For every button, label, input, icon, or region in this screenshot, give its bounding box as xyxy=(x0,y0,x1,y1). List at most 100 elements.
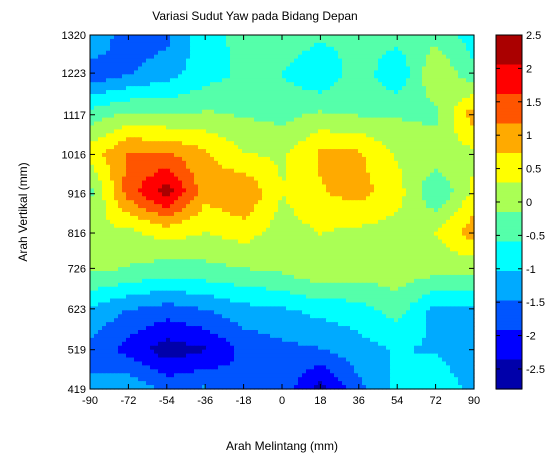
heatmap-cell xyxy=(170,62,175,68)
heatmap-cell xyxy=(254,223,259,229)
heatmap-cell xyxy=(150,180,155,186)
heatmap-cell xyxy=(230,156,235,162)
heatmap-cell xyxy=(302,94,307,99)
heatmap-cell xyxy=(250,223,255,229)
heatmap-cell xyxy=(226,82,231,87)
heatmap-cell xyxy=(334,54,339,60)
heatmap-cell xyxy=(254,235,259,241)
heatmap-cell xyxy=(466,125,471,130)
heatmap-cell xyxy=(122,42,127,48)
heatmap-cell xyxy=(466,219,471,225)
heatmap-cell xyxy=(238,46,243,52)
heatmap-cell xyxy=(202,46,207,52)
heatmap-cell xyxy=(446,176,451,182)
heatmap-cell xyxy=(142,109,147,115)
heatmap-cell xyxy=(390,129,395,134)
heatmap-cell xyxy=(122,70,127,75)
heatmap-cell xyxy=(434,117,439,123)
heatmap-cell xyxy=(274,137,279,142)
heatmap-cell xyxy=(374,78,379,83)
heatmap-cell xyxy=(314,208,319,213)
heatmap-cell xyxy=(222,90,227,95)
heatmap-cell xyxy=(462,117,467,123)
heatmap-cell xyxy=(178,204,183,209)
heatmap-cell xyxy=(134,192,139,197)
heatmap-cell xyxy=(430,74,435,79)
heatmap-cell xyxy=(358,219,363,225)
heatmap-cell xyxy=(150,125,155,130)
heatmap-cell xyxy=(134,215,139,221)
heatmap-cell xyxy=(410,192,415,197)
heatmap-cell xyxy=(282,212,287,217)
heatmap-cell xyxy=(338,212,343,217)
heatmap-cell xyxy=(382,97,387,103)
heatmap-cell xyxy=(450,156,455,162)
heatmap-cell xyxy=(242,145,247,150)
heatmap-cell xyxy=(130,117,135,123)
heatmap-cell xyxy=(198,192,203,197)
heatmap-cell xyxy=(134,58,139,64)
heatmap-cell xyxy=(362,153,367,158)
heatmap-cell xyxy=(326,35,331,40)
heatmap-cell xyxy=(390,113,395,119)
heatmap-cell xyxy=(270,35,275,40)
heatmap-cell xyxy=(274,204,279,209)
heatmap-cell xyxy=(246,38,251,44)
heatmap-cell xyxy=(214,219,219,225)
heatmap-cell xyxy=(362,192,367,197)
heatmap-cell xyxy=(354,204,359,209)
heatmap-cell xyxy=(414,137,419,142)
heatmap-cell xyxy=(270,172,275,178)
heatmap-cell xyxy=(414,62,419,68)
heatmap-cell xyxy=(466,227,471,233)
heatmap-cell xyxy=(110,58,115,64)
heatmap-cell xyxy=(346,223,351,229)
heatmap-cell xyxy=(302,164,307,170)
heatmap-cell xyxy=(166,200,171,205)
heatmap-cell xyxy=(318,129,323,134)
heatmap-cell xyxy=(178,168,183,174)
heatmap-cell xyxy=(326,137,331,142)
heatmap-cell xyxy=(298,121,303,127)
heatmap-cell xyxy=(470,212,475,217)
heatmap-cell xyxy=(154,42,159,48)
heatmap-cell xyxy=(330,42,335,48)
heatmap-cell xyxy=(170,86,175,91)
heatmap-cell xyxy=(362,97,367,103)
heatmap-cell xyxy=(98,70,103,75)
heatmap-cell xyxy=(90,200,95,205)
heatmap-cell xyxy=(234,145,239,150)
heatmap-cell xyxy=(186,156,191,162)
heatmap-cell xyxy=(378,137,383,142)
heatmap-cell xyxy=(118,188,123,193)
heatmap-cell xyxy=(98,50,103,56)
heatmap-cell xyxy=(178,117,183,123)
heatmap-cell xyxy=(186,78,191,83)
heatmap-cell xyxy=(270,164,275,170)
heatmap-cell xyxy=(294,42,299,48)
heatmap-cell xyxy=(402,86,407,91)
heatmap-cell xyxy=(106,90,111,95)
heatmap-cell xyxy=(202,113,207,119)
heatmap-cell xyxy=(146,137,151,142)
heatmap-cell xyxy=(210,212,215,217)
heatmap-cell xyxy=(98,58,103,64)
heatmap-cell xyxy=(290,164,295,170)
heatmap-cell xyxy=(442,219,447,225)
heatmap-cell xyxy=(106,97,111,103)
heatmap-cell xyxy=(270,129,275,134)
heatmap-cell xyxy=(458,145,463,150)
heatmap-cell xyxy=(110,164,115,170)
heatmap-cell xyxy=(374,70,379,75)
heatmap-cell xyxy=(458,97,463,103)
heatmap-cell xyxy=(138,176,143,182)
heatmap-cell xyxy=(254,133,259,138)
heatmap-cell xyxy=(218,196,223,201)
heatmap-cell xyxy=(158,156,163,162)
heatmap-cell xyxy=(350,192,355,197)
heatmap-cell xyxy=(322,208,327,213)
heatmap-cell xyxy=(370,62,375,68)
heatmap-cell xyxy=(186,219,191,225)
heatmap-cell xyxy=(310,78,315,83)
heatmap-cell xyxy=(254,46,259,52)
